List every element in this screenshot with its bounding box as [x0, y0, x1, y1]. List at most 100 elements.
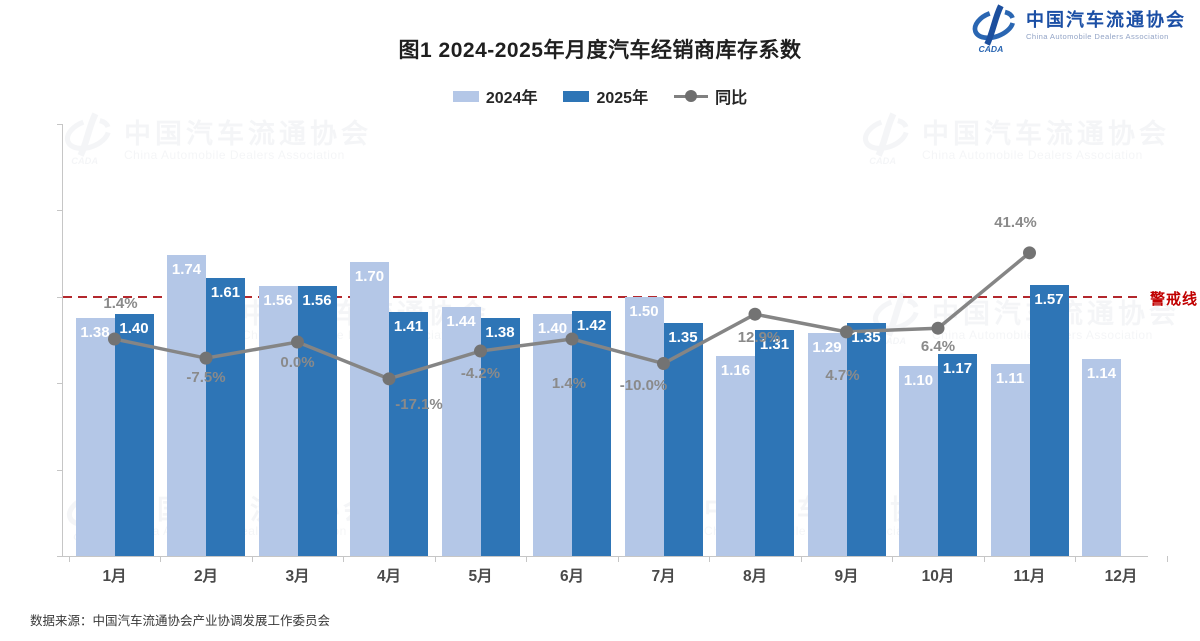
yoy-percent-label: 1.4%	[103, 294, 138, 312]
x-axis-tick	[1166, 556, 1168, 562]
bar-value-label: 1.35	[851, 328, 881, 346]
bar-2024年-1月	[75, 317, 115, 556]
bar-value-label: 1.70	[354, 268, 385, 286]
bar-value-label: 1.38	[80, 323, 110, 341]
x-axis-category-label: 12月	[1104, 568, 1138, 585]
x-axis-tick	[709, 556, 711, 562]
legend-swatch-2024	[452, 90, 479, 102]
yoy-percent-label: 12.9%	[737, 329, 781, 347]
brand-name-en: China Automobile Dealers Association	[1026, 32, 1169, 41]
bar-2025年-9月	[846, 322, 886, 556]
y-axis-tick	[57, 124, 63, 125]
yoy-marker	[565, 332, 579, 346]
yoy-marker	[382, 372, 396, 386]
bar-value-label: 1.57	[1034, 290, 1064, 308]
x-axis-category-label: 11月	[1013, 568, 1046, 585]
bar-value-label: 1.35	[668, 328, 698, 346]
yoy-marker	[748, 307, 762, 321]
bar-2025年-6月	[572, 310, 611, 556]
yoy-line	[108, 246, 1036, 386]
yoy-marker	[474, 344, 487, 358]
legend-item-2025: 2025年	[563, 84, 648, 108]
legend-label-2025: 2025年	[596, 90, 649, 107]
x-axis-category-label: 8月	[742, 568, 768, 585]
bar-2024年-11月	[990, 364, 1030, 556]
y-axis-tick	[57, 556, 63, 557]
yoy-marker	[199, 351, 213, 365]
yoy-percent-label: 4.7%	[825, 366, 860, 384]
bar-2024年-3月	[258, 286, 298, 556]
bar-2024年-9月	[807, 333, 847, 556]
x-axis-tick	[526, 556, 528, 562]
bar-value-label: 1.16	[720, 361, 751, 379]
bar-value-label: 1.56	[302, 292, 332, 310]
data-source: 数据来源：中国汽车流通协会产业协调发展工作委员会	[30, 614, 331, 628]
yoy-marker	[291, 335, 304, 349]
x-axis-tick	[617, 556, 619, 562]
brand-name-cn: 中国汽车流通协会	[1026, 10, 1186, 30]
cada-logo-icon: CADA	[968, 4, 1020, 54]
bar-2025年-5月	[480, 317, 520, 556]
bar-value-label: 1.61	[210, 283, 241, 301]
bar-2025年-1月	[114, 314, 154, 556]
bar-2025年-2月	[206, 277, 245, 556]
x-axis-tick	[251, 556, 253, 562]
bar-2025年-3月	[297, 286, 337, 556]
x-axis-category-label: 1月	[102, 568, 127, 585]
yoy-percent-label: 0.0%	[280, 354, 315, 371]
x-axis-tick	[800, 556, 802, 562]
bar-2024年-2月	[167, 255, 206, 556]
yoy-percent-label: -17.1%	[395, 395, 443, 413]
y-axis-tick	[57, 210, 63, 212]
yoy-marker	[657, 357, 670, 371]
plot-area: 0.000.501.001.502.002.501月2月3月4月5月6月7月8月…	[57, 124, 1168, 585]
legend-line-marker-icon	[674, 89, 709, 103]
warning-threshold-line	[63, 295, 1141, 298]
bar-2024年-10月	[899, 365, 938, 556]
yoy-percent-label: 1.4%	[551, 374, 587, 392]
bar-value-label: 1.29	[812, 339, 842, 357]
bar-value-label: 1.74	[171, 261, 202, 279]
x-axis-tick	[68, 556, 70, 562]
x-axis-tick	[343, 556, 345, 562]
yoy-percent-label: -4.2%	[460, 365, 501, 383]
x-axis-category-label: 4月	[376, 568, 402, 585]
bar-2025年-11月	[1029, 284, 1069, 556]
bar-value-label: 1.56	[263, 292, 293, 310]
bar-value-label: 1.14	[1086, 365, 1117, 382]
yoy-percent-label: 6.4%	[920, 338, 956, 356]
x-axis-category-label: 7月	[651, 568, 676, 585]
bar-2024年-7月	[624, 296, 664, 556]
bar-value-label: 1.40	[119, 320, 149, 338]
x-axis-category-label: 3月	[285, 568, 310, 585]
bar-value-label: 1.11	[995, 370, 1025, 388]
x-axis-tick	[1075, 556, 1077, 562]
x-axis-category-label: 9月	[834, 568, 859, 585]
bar-value-label: 1.10	[903, 371, 934, 389]
legend-item-yoy: 同比	[674, 84, 747, 108]
yoy-marker	[931, 321, 945, 335]
bar-2024年-6月	[533, 314, 572, 556]
yoy-marker	[840, 325, 853, 339]
svg-text:CADA: CADA	[979, 44, 1004, 54]
y-axis-tick	[57, 383, 63, 385]
yoy-percent-label: -10.0%	[619, 376, 668, 394]
bars-layer	[63, 124, 1148, 556]
bar-2024年-5月	[441, 307, 481, 556]
x-axis-category-label: 2月	[193, 568, 219, 585]
bar-value-label: 1.44	[446, 313, 476, 331]
bar-2025年-8月	[755, 329, 794, 556]
x-axis-tick	[160, 556, 162, 562]
bar-value-label: 1.17	[942, 359, 973, 377]
x-axis-tick	[983, 556, 985, 562]
bar-value-label: 1.42	[576, 316, 607, 334]
bar-2024年-4月	[350, 262, 389, 556]
y-axis-tick	[57, 469, 63, 471]
x-axis-category-label: 5月	[468, 568, 493, 585]
legend-label-2024: 2024年	[485, 90, 538, 107]
legend-label-yoy: 同比	[715, 90, 748, 107]
x-axis-tick	[434, 556, 436, 562]
bar-value-label: 1.40	[537, 320, 568, 338]
legend: 2024年 2025年 同比	[0, 84, 1200, 108]
bar-2025年-10月	[938, 353, 977, 556]
